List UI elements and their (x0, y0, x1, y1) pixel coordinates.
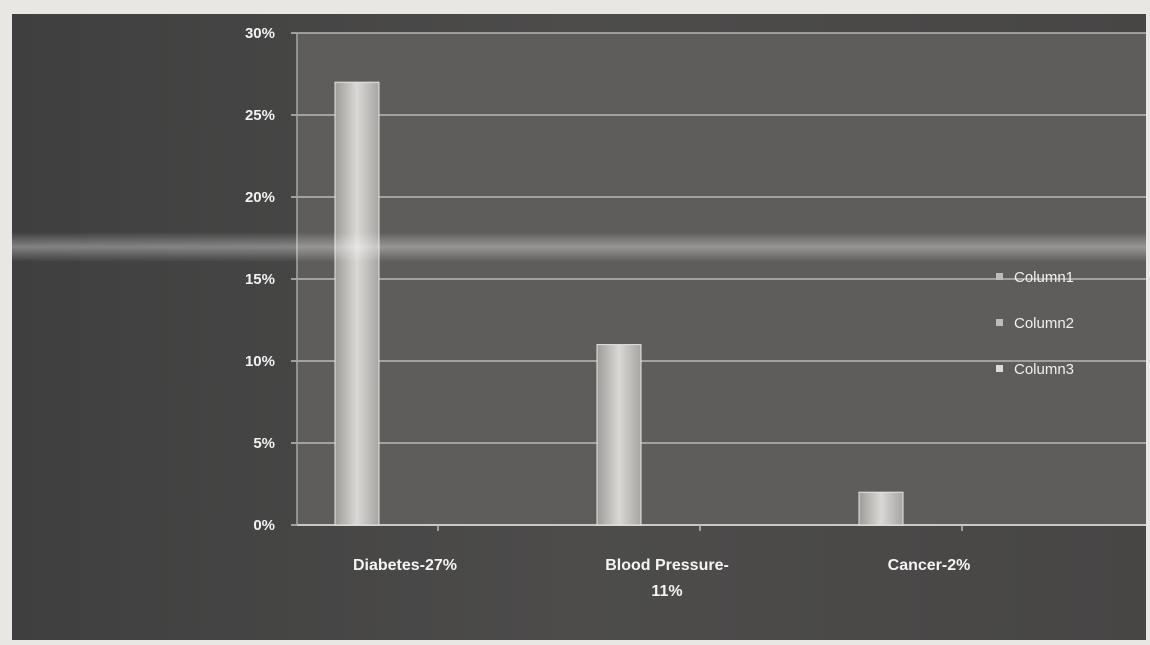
y-tick-label: 5% (253, 435, 275, 452)
y-tick-label: 10% (245, 353, 275, 370)
y-axis-ticks: 0% 5% 10% 15% 20% 25% 30% (245, 25, 297, 534)
y-tick-label: 0% (253, 517, 275, 534)
bars (334, 81, 904, 526)
x-category-label: Cancer-2% (888, 557, 971, 574)
y-tick-label: 25% (245, 107, 275, 124)
x-category-label: Diabetes-27% (353, 557, 457, 574)
legend: Column1 Column2 Column3 (996, 269, 1074, 378)
y-tick-label: 15% (245, 271, 275, 288)
bar-2 (858, 491, 904, 526)
x-axis-categories: Diabetes-27% Blood Pressure-11% Cancer-2% (353, 525, 970, 600)
legend-swatch-1 (996, 273, 1003, 280)
legend-label: Column1 (1014, 269, 1074, 286)
photo-glare (12, 232, 1146, 262)
y-tick-label: 20% (245, 189, 275, 206)
legend-swatch-3 (996, 365, 1003, 372)
legend-label: Column3 (1014, 361, 1074, 378)
bar-1 (596, 344, 642, 526)
legend-label: Column2 (1014, 315, 1074, 332)
legend-swatch-2 (996, 319, 1003, 326)
y-tick-label: 30% (245, 25, 275, 42)
gridlines (297, 32, 1146, 444)
x-category-label: Blood Pressure-11% (605, 557, 729, 600)
bar-0 (334, 81, 380, 526)
